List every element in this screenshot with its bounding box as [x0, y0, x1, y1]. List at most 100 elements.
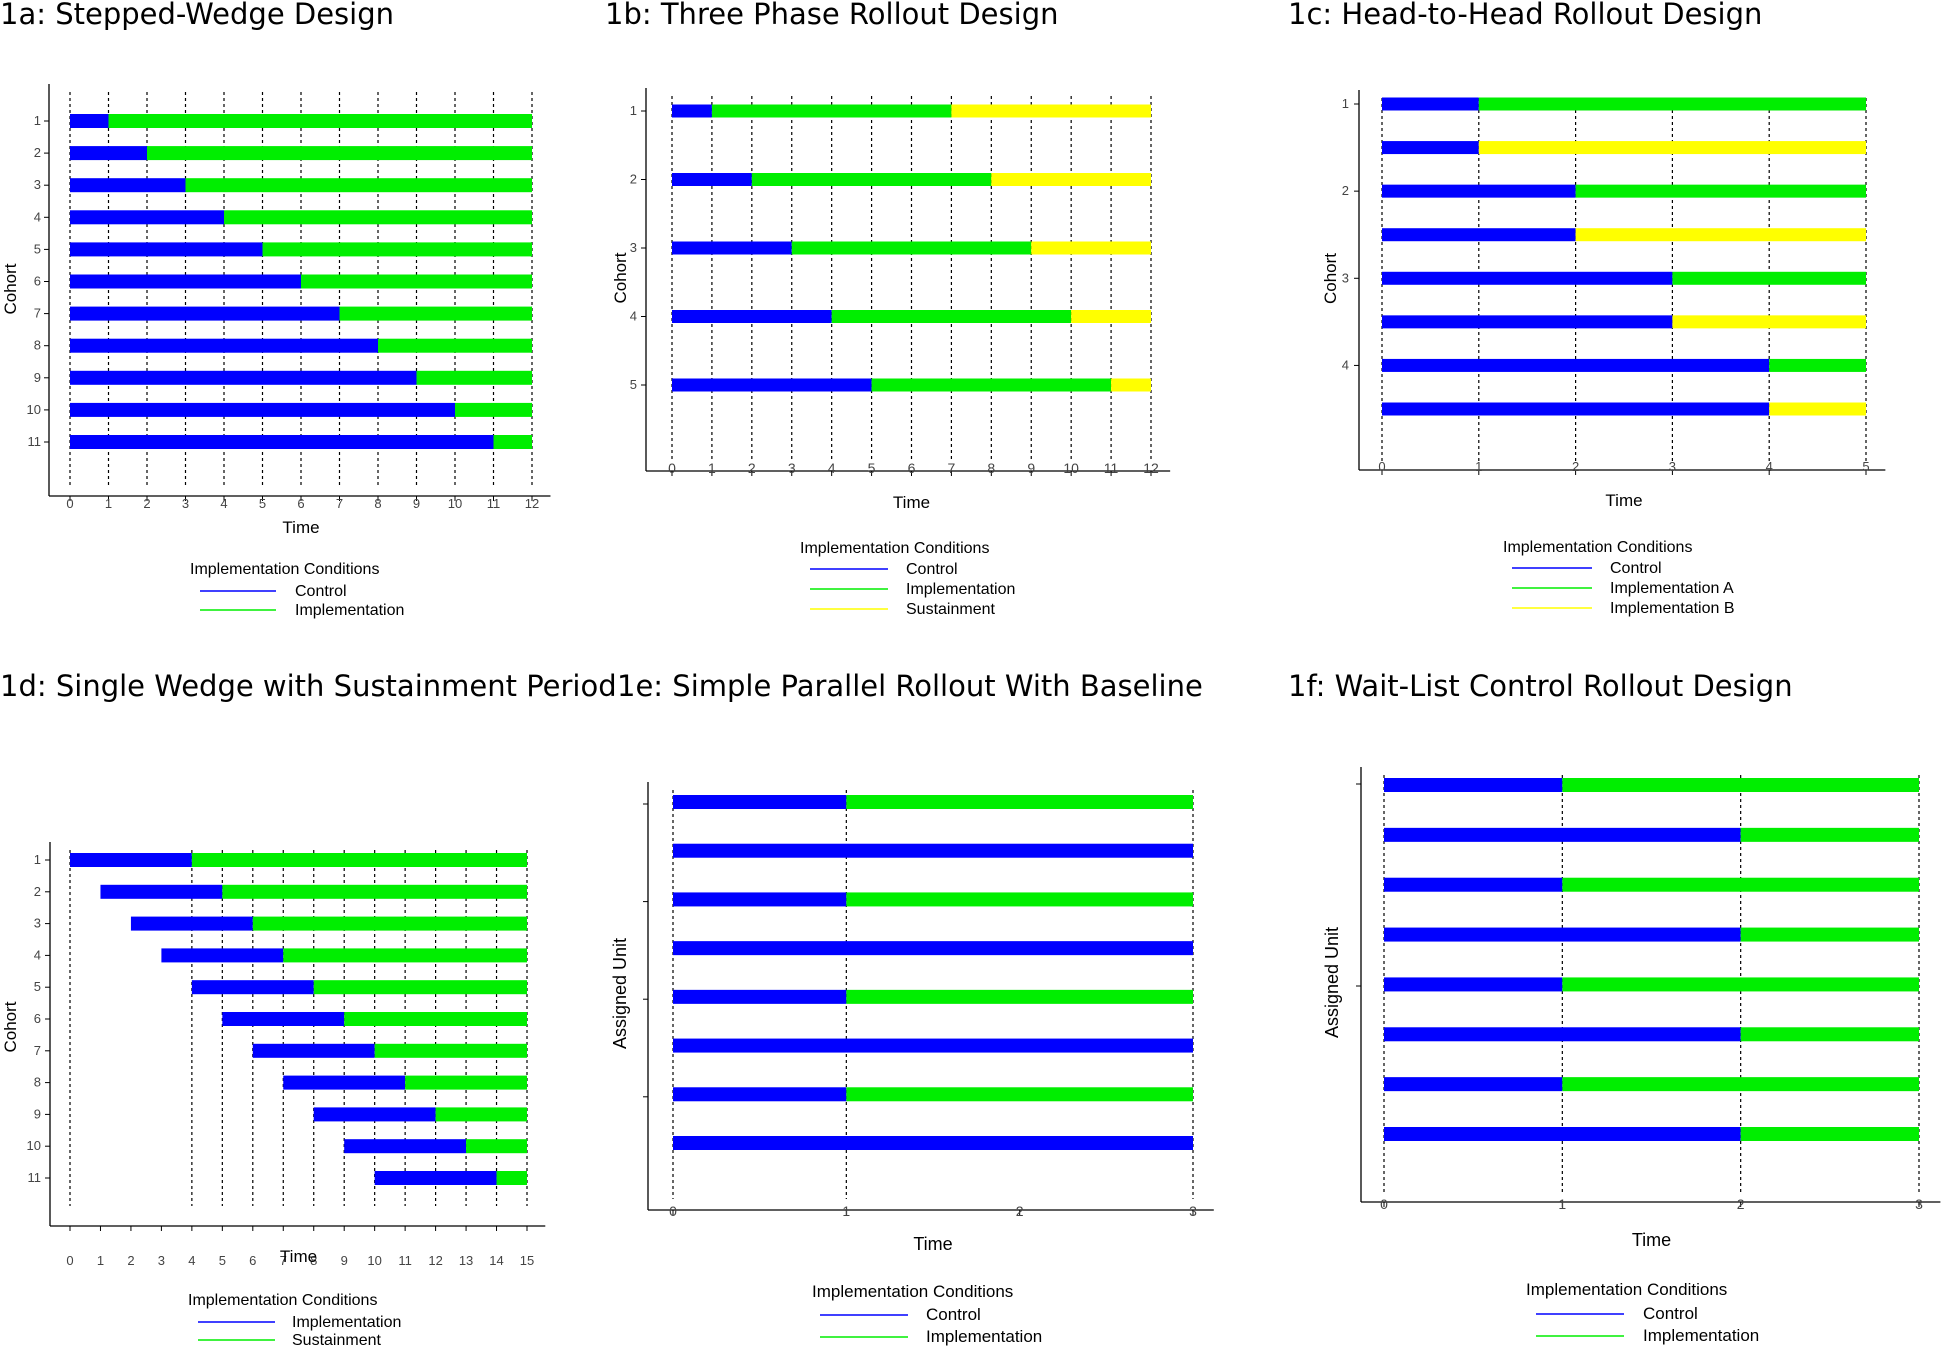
x-axis-title: Time [913, 1234, 952, 1254]
control-bar [70, 306, 340, 321]
y-axis-title: Assigned Unit [1322, 927, 1342, 1038]
control-bar [673, 892, 847, 907]
x-tick-label: 3 [182, 496, 189, 511]
y-tick-label: 9 [34, 1106, 41, 1121]
x-tick-label: 5 [219, 1253, 226, 1268]
sustainment-bar [991, 173, 1151, 186]
control-bar [70, 370, 417, 385]
control-bar [1384, 1127, 1741, 1141]
x-tick-label: 0 [66, 1253, 73, 1268]
x-tick-label: 6 [908, 460, 916, 476]
x-tick-label: 3 [1915, 1196, 1923, 1212]
x-tick-label: 1 [708, 460, 716, 476]
x-tick-label: 2 [748, 460, 756, 476]
y-tick-label: 4 [34, 947, 41, 962]
implementation-bar [1562, 1077, 1919, 1092]
sustainment-bar [1575, 228, 1866, 242]
x-tick-label: 5 [259, 496, 266, 511]
legend-label: Sustainment [292, 1332, 381, 1349]
control-bar [1384, 1077, 1563, 1092]
control-bar [344, 1139, 467, 1154]
y-axis-title: Cohort [1, 1001, 20, 1052]
control-bar [672, 241, 792, 255]
x-tick-label: 1 [97, 1253, 104, 1268]
implementation-bar [846, 892, 1193, 907]
implementation-bar [1740, 1127, 1919, 1141]
control-bar [70, 274, 301, 289]
implementation-bar [1672, 271, 1866, 285]
control-bar [70, 338, 378, 353]
implementation-bar [846, 795, 1193, 809]
panel-title-1a: 1a: Stepped-Wedge Design [0, 0, 395, 31]
control-bar [1382, 402, 1770, 416]
y-tick-label: 3 [34, 916, 41, 931]
implementation-bar [435, 1107, 527, 1122]
implementation-bar [1740, 827, 1919, 842]
x-tick-label: 8 [987, 460, 995, 476]
control-bar [70, 853, 192, 867]
x-tick-label: 10 [448, 496, 462, 511]
y-tick-label: 2 [34, 145, 41, 160]
implementation-bar [262, 242, 532, 257]
legend-title: Implementation Conditions [1503, 539, 1692, 556]
control-bar [672, 310, 832, 323]
sustainment-bar [1672, 315, 1866, 329]
control-bar [1382, 141, 1479, 155]
control-bar [70, 435, 494, 449]
control-bar [70, 402, 455, 417]
x-tick-label: 12 [428, 1253, 442, 1268]
implementation-bar [405, 1075, 527, 1090]
y-tick-label: 3 [630, 240, 637, 255]
implementation-bar [339, 306, 532, 321]
x-tick-label: 7 [280, 1253, 287, 1268]
chart-1a: 0 1 2 3 4 5 6 7 8 9 10 11 121234567891011TimeCohortI… [1, 84, 551, 619]
implementation-bar [1478, 97, 1866, 111]
x-tick-label: 2 [1572, 459, 1579, 474]
x-tick-label: 2 [127, 1253, 134, 1268]
x-tick-label: 10 [367, 1253, 381, 1268]
panel-title-1e: 1e: Simple Parallel Rollout With Baselin… [617, 669, 1203, 703]
implementation-bar [185, 178, 532, 193]
legend-label: Control [906, 561, 958, 578]
x-tick-label: 0 [1378, 459, 1385, 474]
legend-label: Control [295, 583, 347, 600]
y-tick-label: 10 [27, 1138, 41, 1153]
x-tick-label: 4 [220, 496, 227, 511]
y-axis-title: Cohort [611, 252, 630, 303]
x-tick-label: 1 [1475, 459, 1482, 474]
control-bar [1382, 97, 1479, 111]
control-bar [672, 104, 712, 118]
panel-title-1b: 1b: Three Phase Rollout Design [605, 0, 1059, 31]
y-tick-label: 1 [630, 103, 637, 118]
x-axis-title: Time [893, 493, 930, 512]
implementation-bar [283, 948, 527, 963]
legend: Implementation Conditions Control Implemen… [1526, 1280, 1759, 1345]
legend-title: Implementation Conditions [188, 1292, 377, 1309]
x-tick-label: 9 [341, 1253, 348, 1268]
legend-label: Implementation [1643, 1326, 1759, 1345]
implementation-bar [493, 435, 532, 449]
y-tick-label: 1 [34, 113, 41, 128]
implementation-bar [378, 338, 532, 353]
x-tick-label: 3 [158, 1253, 165, 1268]
x-tick-label: 12 [1143, 460, 1159, 476]
implementation-bar [1562, 877, 1919, 892]
implementation-bar [711, 104, 952, 118]
y-tick-label: 4 [34, 209, 41, 224]
implementation-bar [871, 378, 1112, 392]
implementation-bar [301, 274, 532, 289]
x-tick-label: 6 [297, 496, 304, 511]
control-bar [161, 948, 284, 963]
legend-label: Sustainment [906, 601, 995, 618]
control-bar [191, 980, 314, 995]
y-tick-label: 1 [1342, 96, 1349, 111]
implementation-bar [108, 114, 532, 128]
control-bar [222, 1012, 345, 1026]
legend-title: Implementation Conditions [190, 561, 379, 578]
x-tick-label: 5 [868, 460, 876, 476]
x-tick-label: 7 [948, 460, 956, 476]
control-bar [673, 989, 847, 1004]
control-bar [672, 378, 872, 392]
x-tick-label: 0 [1380, 1196, 1388, 1212]
x-tick-label: 14 [489, 1253, 503, 1268]
